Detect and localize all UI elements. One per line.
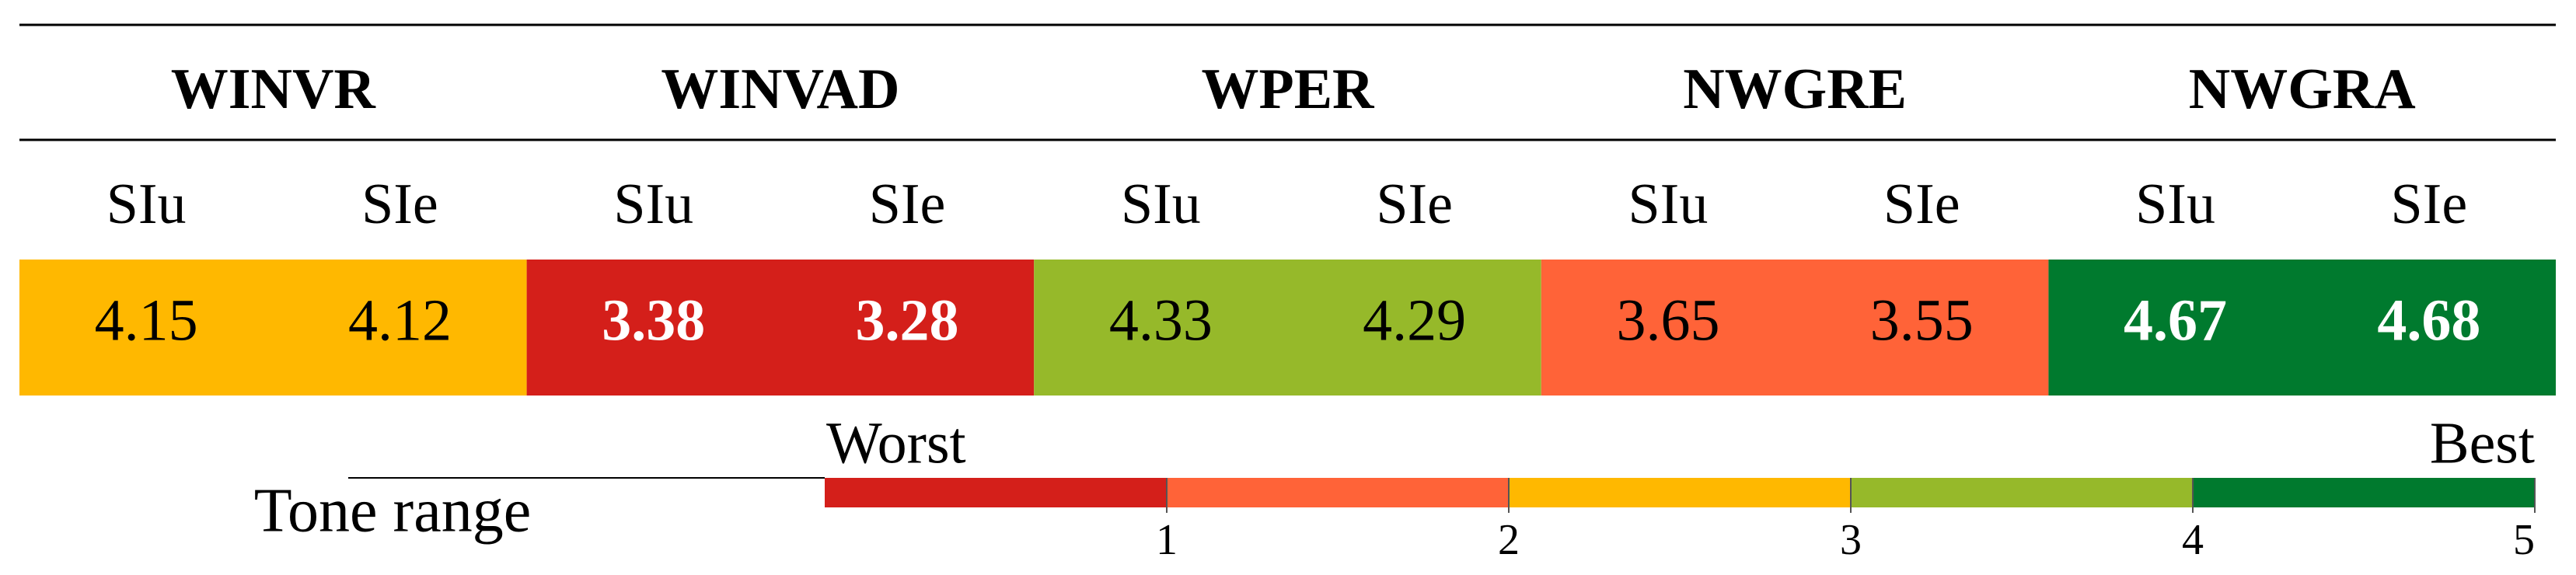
legend-title: Tone range [254,476,531,545]
legend-tick-label: 2 [1498,516,1520,564]
cell-value: 3.38 [602,288,705,353]
cell-value: 4.12 [348,288,452,353]
cell-value: 3.28 [856,288,959,353]
cell-value: 4.15 [95,288,198,353]
group-cell [2048,260,2556,396]
cell-value: 4.68 [2377,288,2480,353]
legend-swatch [825,478,1167,507]
legend-tick-label: 3 [1840,516,1862,564]
group-header: NWGRE [1683,57,1907,121]
column-header: SIu [106,172,187,236]
group-header: NWGRA [2189,57,2416,121]
cell-value: 3.55 [1870,288,1974,353]
group-cell [1541,260,2049,396]
legend-tick-label: 4 [2182,516,2204,564]
column-header: SIe [1883,172,1960,236]
legend-tick-label: 5 [2513,516,2535,564]
column-header: SIe [361,172,438,236]
column-header: SIu [613,172,693,236]
column-header: SIe [869,172,946,236]
legend-swatch [1509,478,1851,507]
legend-high-label: Best [2430,410,2535,476]
legend-tick-label: 1 [1156,516,1178,564]
legend-swatch [2193,478,2535,507]
cell-value: 4.29 [1363,288,1466,353]
legend-low-label: Worst [826,410,966,476]
column-header: SIu [1121,172,1201,236]
group-cell [19,260,527,396]
cell-value: 4.33 [1109,288,1213,353]
column-header: SIu [2135,172,2215,236]
group-cell [1034,260,1541,396]
legend-swatch [1167,478,1509,507]
legend-swatch [1851,478,2193,507]
group-header: WINVAD [661,57,899,121]
column-header: SIe [2391,172,2468,236]
group-header: WINVR [171,57,377,121]
group-cell [526,260,1035,396]
column-header: SIu [1628,172,1709,236]
group-header: WPER [1202,57,1376,121]
cell-value: 4.67 [2124,288,2227,353]
cell-value: 3.65 [1616,288,1719,353]
column-header: SIe [1376,172,1453,236]
